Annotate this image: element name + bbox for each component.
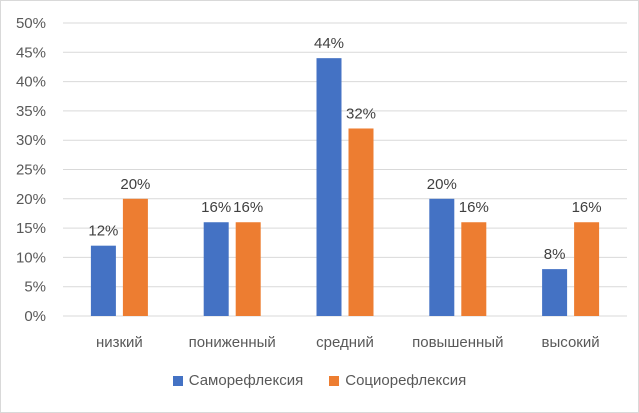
bar <box>429 198 455 316</box>
legend-swatch-blue <box>172 375 183 386</box>
y-tick-label: 30% <box>16 132 46 149</box>
y-tick-label: 50% <box>16 15 46 32</box>
x-tick-label: повышенный <box>412 334 503 351</box>
legend-item-sociorefleksiya: Социорефлексия <box>329 372 466 389</box>
legend-swatch-orange <box>329 375 340 386</box>
y-tick-label: 5% <box>24 279 46 296</box>
bar <box>203 222 229 316</box>
legend-label: Саморефлексия <box>188 372 304 389</box>
legend-label: Социорефлексия <box>345 372 467 389</box>
y-tick-label: 40% <box>16 74 46 91</box>
legend: Саморефлексия Социорефлексия <box>0 372 639 389</box>
legend-item-samorefleksiya: Саморефлексия <box>172 372 304 389</box>
bar <box>316 58 342 316</box>
data-label: 32% <box>346 105 376 122</box>
data-label: 16% <box>233 199 263 216</box>
bar <box>461 222 487 316</box>
data-label: 44% <box>314 35 344 52</box>
data-label: 16% <box>201 199 231 216</box>
bar <box>348 128 374 316</box>
data-label: 20% <box>427 176 457 193</box>
x-tick-label: высокий <box>542 334 600 351</box>
bar <box>122 198 148 316</box>
y-tick-label: 0% <box>24 308 46 325</box>
y-tick-label: 15% <box>16 220 46 237</box>
x-tick-label: средний <box>316 334 374 351</box>
data-label: 20% <box>120 176 150 193</box>
x-tick-label: низкий <box>96 334 143 351</box>
data-label: 8% <box>544 246 566 263</box>
bar <box>235 222 261 316</box>
bar <box>90 245 116 316</box>
data-label: 16% <box>572 199 602 216</box>
data-label: 16% <box>459 199 489 216</box>
y-tick-label: 10% <box>16 249 46 266</box>
bar <box>542 269 568 316</box>
y-tick-label: 45% <box>16 44 46 61</box>
y-tick-label: 25% <box>16 162 46 179</box>
data-label: 12% <box>88 223 118 240</box>
y-tick-label: 20% <box>16 191 46 208</box>
bar <box>574 222 600 316</box>
y-tick-label: 35% <box>16 103 46 120</box>
x-tick-label: пониженный <box>189 334 276 351</box>
